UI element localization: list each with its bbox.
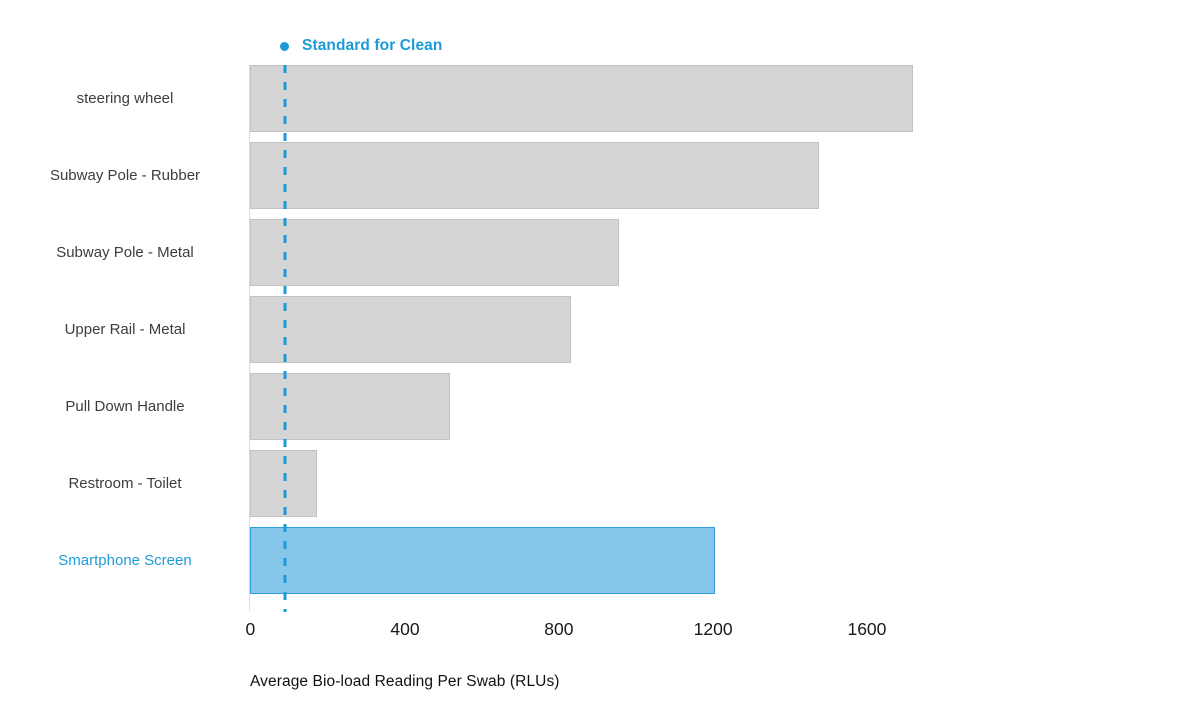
bar-row <box>250 65 950 142</box>
bar-row <box>250 142 950 219</box>
y-axis-line <box>249 65 250 611</box>
category-label: Smartphone Screen <box>58 551 192 569</box>
category-label: Subway Pole - Metal <box>56 243 194 261</box>
bar-pull-down-handle[interactable] <box>250 373 450 440</box>
bar-upper-rail-metal[interactable] <box>250 296 572 363</box>
category-label: Restroom - Toilet <box>68 474 182 492</box>
bar-row <box>250 527 950 604</box>
plot-area <box>249 65 950 612</box>
bar-steering-wheel[interactable] <box>250 65 914 132</box>
x-tick-label: 0 <box>245 619 256 639</box>
category-label: steering wheel <box>76 89 174 107</box>
bar-smartphone-screen[interactable] <box>250 527 716 594</box>
category-label: Upper Rail - Metal <box>64 320 186 338</box>
bar-row <box>250 450 950 527</box>
x-axis-ticks: 0 400 800 1200 1600 <box>246 619 950 645</box>
x-tick-label: 1600 <box>847 619 887 639</box>
bar-subway-pole-metal[interactable] <box>250 219 620 286</box>
x-tick-label: 800 <box>544 619 574 639</box>
legend-item-standard-for-clean[interactable]: Standard for Clean <box>280 38 442 54</box>
x-tick-label: 1200 <box>693 619 733 639</box>
x-tick-label: 400 <box>390 619 420 639</box>
category-label: Pull Down Handle <box>65 397 185 415</box>
bar-row <box>250 373 950 450</box>
category-axis: steering wheel Subway Pole - Rubber Subway… <box>0 65 250 604</box>
bar-row <box>250 219 950 296</box>
bar-row <box>250 296 950 373</box>
legend-dot-icon <box>280 41 289 51</box>
legend-label: Standard for Clean <box>302 37 443 54</box>
category-label: Subway Pole - Rubber <box>49 166 201 184</box>
x-axis-title: Average Bio-load Reading Per Swab (RLUs) <box>250 673 560 690</box>
standard-for-clean-reference-line <box>283 65 287 612</box>
bar-subway-pole-rubber[interactable] <box>250 142 820 209</box>
